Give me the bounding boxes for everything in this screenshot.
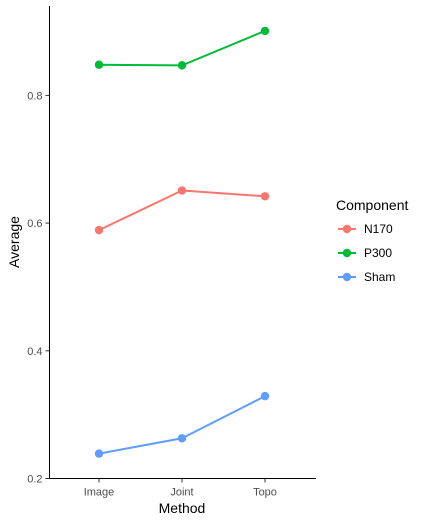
data-point-sham xyxy=(260,391,270,401)
legend-title: Component xyxy=(336,197,408,213)
data-point-n170 xyxy=(177,186,187,195)
legend-item-sham: Sham xyxy=(338,270,395,284)
legend-item-n170: N170 xyxy=(338,222,393,236)
legend-item-p300: P300 xyxy=(338,246,392,260)
data-point-p300 xyxy=(260,26,270,36)
legend-items: N170 P300 Sham xyxy=(338,222,395,284)
data-point-p300 xyxy=(177,61,187,70)
data-point-n170 xyxy=(94,225,104,235)
legend-label: P300 xyxy=(364,246,392,260)
series-line-sham xyxy=(98,395,266,455)
legend-label: Sham xyxy=(364,270,395,284)
legend-key-point xyxy=(342,272,352,282)
x-tick-label: Joint xyxy=(170,487,193,499)
data-point-sham xyxy=(94,449,104,458)
data-point-sham xyxy=(177,434,187,443)
y-tick-label: 0.2 xyxy=(27,474,42,486)
series-line-n170 xyxy=(98,189,266,232)
y-ticks: 0.2 0.4 0.6 0.8 xyxy=(27,90,50,486)
series-lines xyxy=(98,29,266,455)
legend: Component N170 P300 Sham xyxy=(336,197,408,284)
y-tick-label: 0.8 xyxy=(27,90,42,102)
data-point-p300 xyxy=(94,60,104,69)
legend-key-point xyxy=(342,248,352,258)
legend-key-point xyxy=(342,224,352,234)
y-tick-label: 0.6 xyxy=(27,218,42,230)
plot-area: 0.2 0.4 0.6 0.8 Image Joint Topo xyxy=(27,6,316,499)
y-axis-title: Average xyxy=(6,216,22,268)
data-point-n170 xyxy=(260,192,270,201)
legend-label: N170 xyxy=(364,222,393,236)
x-ticks: Image Joint Topo xyxy=(84,478,277,499)
x-axis-title: Method xyxy=(159,500,206,516)
x-tick-label: Topo xyxy=(253,487,277,499)
y-tick-label: 0.4 xyxy=(27,346,42,358)
series-points xyxy=(94,26,270,458)
x-tick-label: Image xyxy=(84,487,115,499)
series-line-p300 xyxy=(98,29,266,67)
